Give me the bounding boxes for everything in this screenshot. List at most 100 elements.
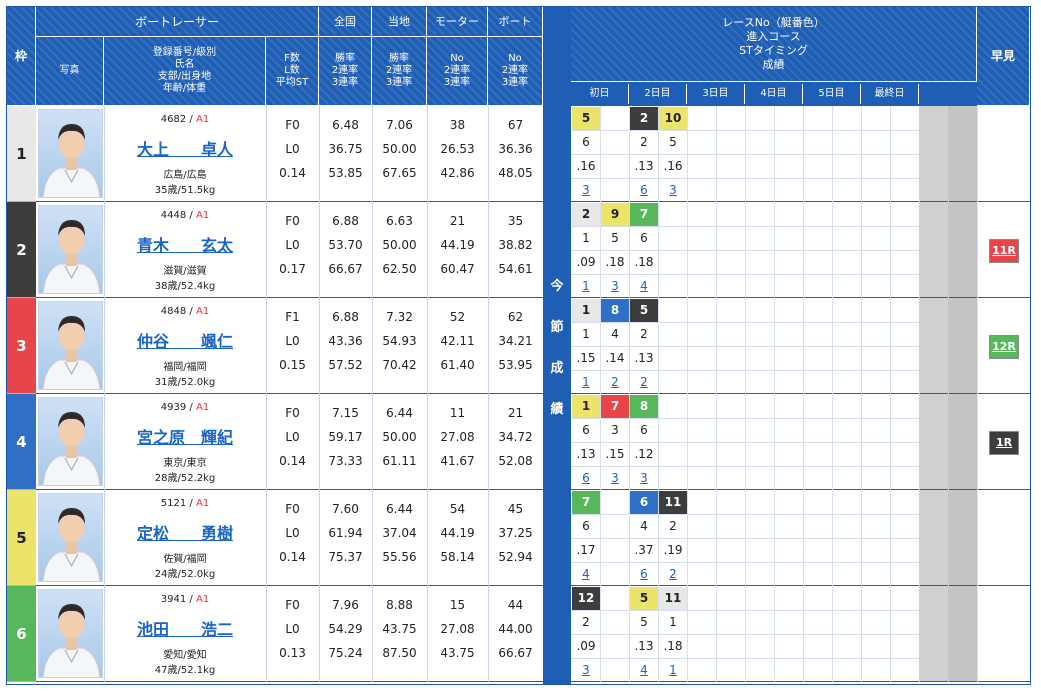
race-number[interactable]: 7 xyxy=(601,395,629,418)
race-result-link[interactable]: 6 xyxy=(582,471,590,485)
race-number[interactable]: 12 xyxy=(572,587,600,610)
racer-photo[interactable] xyxy=(38,301,103,390)
race-result-link[interactable]: 1 xyxy=(582,375,590,389)
race-number[interactable]: 11 xyxy=(659,587,687,610)
col-separator xyxy=(266,202,267,298)
racer-name-link[interactable]: 青木 玄太 xyxy=(136,236,233,255)
racer-avatar-icon xyxy=(42,316,101,389)
header-hayami: 早見 xyxy=(977,7,1030,106)
racer-reg-class: 4448 / A1 xyxy=(160,210,210,221)
race-number[interactable]: 9 xyxy=(601,203,629,226)
stat-motor: 60.47 xyxy=(440,262,475,276)
race-result-link[interactable]: 3 xyxy=(582,663,590,677)
race-number[interactable]: 5 xyxy=(630,587,658,610)
race-number[interactable]: 1 xyxy=(572,299,600,322)
race-result-link[interactable]: 4 xyxy=(640,663,648,677)
racer-name-link[interactable]: 仲谷 颯仁 xyxy=(136,332,233,351)
race-result-link[interactable]: 1 xyxy=(669,663,677,677)
racer-photo[interactable] xyxy=(38,205,103,294)
race-number[interactable]: 2 xyxy=(630,107,658,130)
racer-name-link[interactable]: 大上 卓人 xyxy=(136,140,233,159)
stat-fl: F0 xyxy=(285,502,300,516)
stat-zenkoku: 61.94 xyxy=(328,526,363,540)
race-result-link[interactable]: 4 xyxy=(640,279,648,293)
race-result-link[interactable]: 3 xyxy=(611,279,619,293)
race-number[interactable]: 11 xyxy=(659,491,687,514)
race-st: .09 xyxy=(576,639,596,653)
race-result-link[interactable]: 1 xyxy=(582,279,590,293)
race-result-link[interactable]: 3 xyxy=(640,471,648,485)
race-number[interactable]: 6 xyxy=(630,491,658,514)
racer-photo[interactable] xyxy=(38,397,103,486)
col-separator xyxy=(427,106,428,202)
race-number[interactable]: 7 xyxy=(630,203,658,226)
race-grid-col xyxy=(977,106,978,202)
hayami-race-button[interactable]: 1R xyxy=(989,431,1019,455)
stat-zenkoku: 7.96 xyxy=(332,598,359,612)
race-number[interactable]: 5 xyxy=(630,299,658,322)
stat-boat: 62 xyxy=(507,310,524,324)
day-final: 最終日 xyxy=(861,84,919,104)
racer-photo[interactable] xyxy=(38,493,103,582)
stat-motor: 42.11 xyxy=(440,334,475,348)
stat-touchi: 6.44 xyxy=(386,502,413,516)
racer-name-link[interactable]: 定松 勇樹 xyxy=(136,524,233,543)
race-result-link[interactable]: 3 xyxy=(582,183,590,197)
stat-motor: 58.14 xyxy=(440,550,475,564)
stat-fl: L0 xyxy=(285,622,300,636)
stat-touchi: 37.04 xyxy=(382,526,417,540)
racer-class: A1 xyxy=(195,402,210,413)
race-result-link[interactable]: 6 xyxy=(640,567,648,581)
header-touchi: 当地 xyxy=(372,7,427,37)
race-course: 2 xyxy=(640,135,648,149)
col-separator xyxy=(427,490,428,586)
stat-boat: 35 xyxy=(507,214,524,228)
stat-touchi: 62.50 xyxy=(382,262,417,276)
racer-name-link[interactable]: 宮之原 輝紀 xyxy=(136,428,233,447)
race-grid-row xyxy=(571,610,919,611)
race-number[interactable]: 8 xyxy=(601,299,629,322)
race-number[interactable]: 8 xyxy=(630,395,658,418)
race-number[interactable]: 5 xyxy=(572,107,600,130)
col-separator xyxy=(427,394,428,490)
race-st: .15 xyxy=(576,351,596,365)
stat-fl: L0 xyxy=(285,142,300,156)
race-number[interactable]: 2 xyxy=(572,203,600,226)
stat-motor: 43.75 xyxy=(440,646,475,660)
race-result-link[interactable]: 2 xyxy=(669,567,677,581)
stat-touchi: 87.50 xyxy=(382,646,417,660)
stat-motor: 41.67 xyxy=(440,454,475,468)
col-separator xyxy=(319,106,320,202)
racer-class: A1 xyxy=(195,498,210,509)
racer-photo[interactable] xyxy=(38,109,103,198)
race-number[interactable]: 10 xyxy=(659,107,687,130)
stat-fl: F1 xyxy=(285,310,300,324)
race-course: 1 xyxy=(582,231,590,245)
stat-touchi: 55.56 xyxy=(382,550,417,564)
racer-photo[interactable] xyxy=(38,589,103,678)
race-number[interactable]: 1 xyxy=(572,395,600,418)
race-number[interactable]: 7 xyxy=(572,491,600,514)
race-course: 4 xyxy=(611,327,619,341)
racer-name-link[interactable]: 池田 浩二 xyxy=(136,620,233,639)
racer-reg-class: 4939 / A1 xyxy=(160,402,210,413)
race-result-link[interactable]: 6 xyxy=(640,183,648,197)
race-result-link[interactable]: 3 xyxy=(669,183,677,197)
racer-branch: 滋賀/滋賀 xyxy=(163,266,207,277)
stat-motor: 44.19 xyxy=(440,526,475,540)
col-separator xyxy=(372,298,373,394)
racer-reg-class: 4848 / A1 xyxy=(160,306,210,317)
waku-number: 6 xyxy=(7,586,36,682)
stat-boat: 34.72 xyxy=(498,430,533,444)
hayami-race-button[interactable]: 11R xyxy=(989,239,1019,263)
stat-motor: 61.40 xyxy=(440,358,475,372)
header-race-info: レースNo（艇番色） 進入コース STタイミング 成績 xyxy=(571,7,977,82)
stat-motor: 27.08 xyxy=(440,430,475,444)
hayami-race-button[interactable]: 12R xyxy=(989,335,1019,359)
stat-motor: 54 xyxy=(449,502,466,516)
race-result-link[interactable]: 4 xyxy=(582,567,590,581)
stat-motor: 11 xyxy=(449,406,466,420)
race-result-link[interactable]: 2 xyxy=(640,375,648,389)
race-result-link[interactable]: 3 xyxy=(611,471,619,485)
race-result-link[interactable]: 2 xyxy=(611,375,619,389)
